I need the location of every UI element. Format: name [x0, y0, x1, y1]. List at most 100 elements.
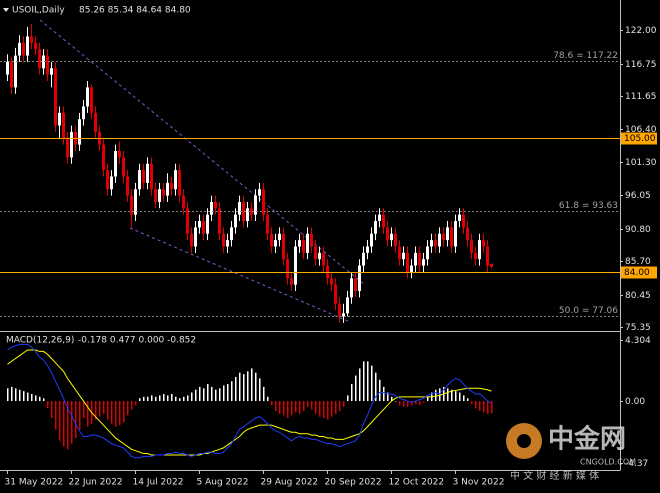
- macd-bar: [59, 401, 61, 441]
- macd-bar: [459, 392, 461, 402]
- menu-arrow[interactable]: [3, 8, 9, 12]
- candle-body: [66, 138, 69, 158]
- macd-bar: [439, 388, 441, 402]
- candle-body: [274, 240, 277, 247]
- candle-body: [374, 221, 377, 234]
- candle-body: [166, 182, 169, 196]
- y-tick-label: 80.45: [625, 291, 651, 301]
- macd-bar: [99, 401, 101, 417]
- candle-body: [46, 55, 49, 75]
- y-tick-label: 96.05: [625, 191, 651, 201]
- macd-bar: [47, 401, 49, 409]
- candle-body: [154, 189, 157, 202]
- candle-body: [170, 182, 173, 190]
- macd-bar: [179, 398, 181, 402]
- candle-body: [342, 313, 345, 317]
- macd-bar: [83, 401, 85, 419]
- fib-label: 61.8 = 93.63: [559, 201, 618, 211]
- watermark-site: CNGOLD.COM: [580, 458, 636, 467]
- macd-bar: [399, 401, 401, 406]
- macd-bar: [259, 378, 261, 402]
- candle-body: [306, 233, 309, 253]
- macd-bar: [215, 389, 217, 402]
- macd-bar: [323, 401, 325, 419]
- y-tick-label: 4.304: [625, 336, 651, 346]
- candle-body: [186, 208, 189, 234]
- macd-bar: [331, 401, 333, 417]
- candle-body: [38, 49, 41, 69]
- candle-body: [286, 259, 289, 279]
- candle-body: [454, 221, 457, 247]
- macd-bar: [163, 393, 165, 402]
- macd-bar: [159, 395, 161, 402]
- macd-bar: [283, 401, 285, 416]
- macd-bar: [275, 401, 277, 412]
- x-tick-label: 3 Nov 2022: [453, 478, 505, 488]
- channel-lower: [129, 227, 351, 323]
- macd-bar: [435, 389, 437, 402]
- y-tick-label: 116.75: [625, 60, 657, 70]
- candle-body: [438, 233, 441, 247]
- candle-body: [10, 61, 13, 88]
- macd-bar: [367, 361, 369, 402]
- candle-body: [370, 233, 373, 247]
- candle-body: [214, 201, 217, 209]
- macd-bar: [395, 401, 397, 402]
- candle-body: [26, 36, 29, 56]
- macd-bar: [263, 386, 265, 402]
- candle-body: [434, 240, 437, 247]
- macd-bar: [247, 371, 249, 402]
- candle-body: [298, 240, 301, 247]
- candle-body: [330, 278, 333, 285]
- macd-bar: [427, 396, 429, 402]
- watermark-brand: 中金网: [548, 424, 626, 455]
- candle-body: [290, 278, 293, 285]
- macd-bar: [415, 401, 417, 404]
- macd-bar: [15, 388, 17, 402]
- macd-bar: [339, 401, 341, 412]
- macd-bar: [31, 393, 33, 402]
- macd-bar: [39, 396, 41, 402]
- candle-body: [198, 221, 201, 228]
- price-level-box: [621, 132, 657, 145]
- macd-bar: [127, 401, 129, 416]
- y-tick-label: 75.35: [625, 323, 651, 333]
- candle-body: [202, 221, 205, 234]
- candle-body: [142, 170, 145, 183]
- macd-bar: [103, 401, 105, 414]
- macd-bar: [183, 396, 185, 402]
- candle-body: [86, 87, 89, 107]
- candle-body: [410, 265, 413, 272]
- macd-line: [7, 349, 492, 456]
- macd-bar: [11, 386, 13, 402]
- macd-bar: [79, 401, 81, 430]
- macd-bar: [319, 401, 321, 417]
- candle-body: [90, 87, 93, 113]
- candle-body: [486, 246, 489, 266]
- macd-bar: [359, 368, 361, 402]
- candle-body: [150, 163, 153, 190]
- candle-body: [50, 68, 53, 75]
- candle-body: [190, 233, 193, 247]
- y-tick-label: 111.65: [625, 92, 657, 102]
- macd-bar: [483, 401, 485, 413]
- candle-body: [422, 259, 425, 266]
- candle-body: [282, 233, 285, 260]
- candle-body: [338, 303, 341, 317]
- candle-body: [246, 208, 249, 222]
- candle-body: [362, 252, 365, 266]
- macd-bar: [255, 372, 257, 402]
- macd-bar: [67, 401, 69, 450]
- macd-bar: [123, 401, 125, 423]
- macd-bar: [287, 401, 289, 419]
- macd-info: -0.178 0.477 0.000 -0.852: [78, 336, 196, 346]
- macd-bar: [455, 391, 457, 402]
- candle-body: [258, 189, 261, 196]
- candle-body: [318, 252, 321, 260]
- macd-bar: [387, 392, 389, 402]
- candle-body: [118, 151, 121, 158]
- macd-bar: [327, 401, 329, 420]
- fib-label: 78.6 = 117.22: [553, 51, 618, 61]
